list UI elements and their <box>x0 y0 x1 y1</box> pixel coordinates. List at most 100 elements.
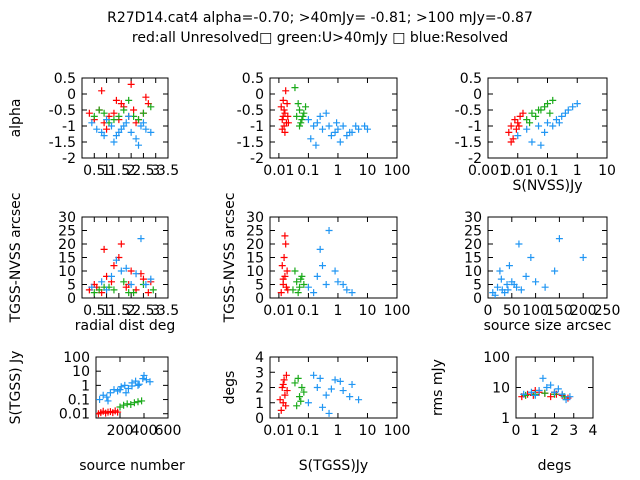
data-point-blue <box>325 227 333 234</box>
data-point-red <box>280 106 288 114</box>
data-point-blue <box>515 240 523 248</box>
x-tick-label: 50 <box>503 303 521 319</box>
y-tick-label: 0 <box>255 411 264 427</box>
data-point-blue <box>503 281 511 288</box>
x-tick-label: 200 <box>570 303 597 319</box>
x-tick-label: 100 <box>522 303 549 319</box>
x-tick-label: 100 <box>384 423 411 439</box>
data-point-blue <box>549 122 557 130</box>
data-point-blue <box>322 281 330 288</box>
y-tick-label: -0.5 <box>237 103 264 119</box>
data-point-green <box>289 286 297 294</box>
y-tick-label: 0 <box>473 291 482 307</box>
data-point-green <box>294 100 302 108</box>
data-point-green <box>134 398 142 406</box>
data-point-red <box>282 240 290 248</box>
data-point-blue <box>527 254 535 261</box>
data-point-blue <box>333 119 341 127</box>
y-tick-label: -1 <box>250 119 264 135</box>
data-point-green <box>147 103 155 111</box>
data-point-green <box>537 106 545 114</box>
data-point-green <box>526 119 534 127</box>
y-axis-label: TGSS-NVSS arcsec <box>222 193 238 324</box>
data-point-blue <box>98 278 106 286</box>
data-point-green <box>116 403 124 411</box>
data-point-green <box>125 289 133 297</box>
data-point-blue <box>319 125 327 133</box>
data-point-blue <box>547 381 555 389</box>
data-point-blue <box>339 387 347 395</box>
points-p21 <box>85 235 157 297</box>
x-tick-label: 600 <box>155 423 182 439</box>
y-tick-label: 15 <box>58 251 76 267</box>
data-point-blue <box>310 289 318 297</box>
y-tick-label: 0 <box>255 291 264 307</box>
data-point-blue <box>331 376 339 384</box>
data-point-green <box>149 286 157 294</box>
y-tick-label: 20 <box>58 237 76 253</box>
data-point-green <box>293 278 301 286</box>
x-axis-label: S(NVSS)Jy <box>512 178 582 194</box>
data-point-green <box>296 393 304 401</box>
data-point-red <box>282 87 290 95</box>
data-point-blue <box>88 119 96 127</box>
x-tick-label: 0.5 <box>83 303 105 319</box>
y-tick-label: 1 <box>501 411 510 427</box>
data-point-red <box>127 80 135 88</box>
data-point-blue <box>304 283 312 291</box>
y-tick-label: 100 <box>63 350 90 366</box>
y-tick-label: 10 <box>58 264 76 280</box>
y-tick-label: 25 <box>58 224 76 240</box>
data-point-blue <box>520 390 528 398</box>
data-point-red <box>281 391 289 399</box>
data-point-blue <box>139 375 147 383</box>
data-point-blue <box>494 283 502 291</box>
data-point-red <box>276 396 284 404</box>
data-point-blue <box>107 272 115 280</box>
y-tick-label: -1 <box>62 119 76 135</box>
data-point-blue <box>313 119 321 127</box>
data-point-red <box>114 408 122 416</box>
y-tick-label: -1.5 <box>455 135 482 151</box>
data-point-blue <box>316 245 324 253</box>
points-p13 <box>505 96 581 149</box>
x-tick-label: 10 <box>359 303 377 319</box>
y-tick-label: -2 <box>62 151 76 167</box>
data-point-green <box>90 112 98 120</box>
data-point-red <box>127 267 135 275</box>
x-tick-label: 3 <box>151 163 160 179</box>
x-tick-label: 1 <box>102 303 111 319</box>
x-tick-label: 0.01 <box>263 303 294 319</box>
data-point-blue <box>93 125 101 133</box>
data-point-blue <box>313 384 321 391</box>
x-tick-label: 3.5 <box>157 303 179 319</box>
data-point-blue <box>566 393 574 401</box>
data-point-red <box>279 112 287 120</box>
data-point-blue <box>532 278 540 286</box>
x-axis-label: S(TGSS)Jy <box>299 458 368 474</box>
data-point-green <box>546 109 554 117</box>
figure-title-line2: red:all Unresolved□ green:U>40mJy □ blue… <box>132 30 508 46</box>
data-point-green <box>549 96 557 104</box>
data-point-blue <box>339 281 347 288</box>
data-point-red <box>515 122 523 130</box>
data-point-red <box>130 106 138 114</box>
x-axis-label: source size arcsec <box>484 318 612 334</box>
data-point-green <box>293 112 301 120</box>
x-tick-label: 100 <box>384 163 411 179</box>
x-tick-label: 4 <box>589 423 598 439</box>
data-point-green <box>127 400 135 408</box>
y-tick-label: 0.5 <box>242 71 264 87</box>
y-tick-label: 30 <box>464 210 482 226</box>
x-tick-label: 0.1 <box>297 303 319 319</box>
data-point-blue <box>510 281 518 288</box>
data-point-green <box>90 289 98 297</box>
y-tick-label: 0.1 <box>68 393 90 409</box>
data-point-blue <box>569 103 577 111</box>
data-point-blue <box>579 254 587 261</box>
y-tick-label: 1 <box>81 378 90 394</box>
data-point-green <box>300 281 308 288</box>
data-point-red <box>281 232 289 240</box>
data-point-blue <box>535 386 543 394</box>
